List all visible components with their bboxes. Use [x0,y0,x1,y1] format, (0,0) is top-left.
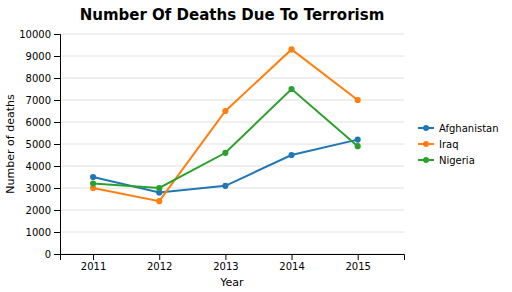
tick-label: 9000 [26,51,51,62]
tick-label: 2000 [26,205,51,216]
legend-marker [423,157,429,163]
tick: 3000 [26,183,60,194]
tick-mark [54,122,60,123]
point [355,143,361,149]
legend-marker [423,125,429,131]
legend-item: Afghanistan [418,123,499,134]
series-line [93,140,358,193]
grid-line [60,56,404,57]
tick-mark [292,254,293,260]
legend-item: Nigeria [418,155,475,166]
tick-mark [54,166,60,167]
tick: 1000 [26,227,60,238]
tick-mark [54,56,60,57]
tick: 2013 [213,254,238,272]
point [288,152,294,158]
grid-line [60,100,404,101]
tick: 0 [45,249,60,260]
legend-label: Iraq [439,139,459,150]
point [355,137,361,143]
tick-label: 2012 [147,261,172,272]
grid-line [60,144,404,145]
tick-label: 3000 [26,183,51,194]
point [222,108,228,114]
tick: 6000 [26,117,60,128]
tick-mark [54,78,60,79]
tick-mark [159,254,160,260]
point [90,174,96,180]
tick-mark [225,254,226,260]
tick: 8000 [26,73,60,84]
grid-line [60,166,404,167]
grid [60,34,404,254]
plot: 2011 2012 2013 2014 2015 0 1000 2000 3000 4000 500… [19,29,404,272]
tick-mark [54,210,60,211]
y-axis: 0 1000 2000 3000 4000 5000 6000 7000 8000 9000 100… [19,29,60,260]
legend-label: Nigeria [439,155,475,166]
point [222,183,228,189]
tick-label: 8000 [26,73,51,84]
axis-line [61,255,405,261]
tick: 4000 [26,161,60,172]
point [288,46,294,52]
x-axis-title: Year [219,276,244,289]
point [355,97,361,103]
legend-marker [423,141,429,147]
tick-label: 7000 [26,95,51,106]
tick-label: 4000 [26,161,51,172]
point [222,150,228,156]
point [156,185,162,191]
legend: Afghanistan Iraq Nigeria [418,123,499,166]
tick-mark [54,254,60,255]
tick-label: 2015 [345,261,370,272]
tick-mark [54,144,60,145]
tick-label: 2014 [279,261,304,272]
tick-mark [358,254,359,260]
tick-mark [54,232,60,233]
tick-mark [54,100,60,101]
series-line [93,89,358,188]
grid-line [60,232,404,233]
point [90,181,96,187]
x-axis: 2011 2012 2013 2014 2015 [61,254,405,272]
point [156,198,162,204]
point [288,86,294,92]
chart: 2011 2012 2013 2014 2015 0 1000 2000 3000 4000 500… [0,0,512,292]
tick: 7000 [26,95,60,106]
tick-mark [54,188,60,189]
tick-mark [93,254,94,260]
grid-line [60,188,404,189]
y-axis-title: Number of deaths [4,94,17,194]
tick-label: 2011 [81,261,106,272]
tick: 5000 [26,139,60,150]
tick: 2015 [345,254,370,272]
tick-mark [54,34,60,35]
series-line [93,49,358,201]
tick: 9000 [26,51,60,62]
grid-line [60,122,404,123]
grid-line [60,78,404,79]
tick: 2012 [147,254,172,272]
marks [90,46,361,204]
grid-line [60,34,404,35]
legend-label: Afghanistan [439,123,499,134]
tick: 2014 [279,254,304,272]
tick: 10000 [19,29,60,40]
title: Number Of Deaths Due To Terrorism [80,6,385,24]
grid-line [60,210,404,211]
axis-line [54,35,61,255]
legend-item: Iraq [418,139,459,150]
tick-label: 6000 [26,117,51,128]
tick-label: 1000 [26,227,51,238]
tick: 2011 [81,254,106,272]
tick: 2000 [26,205,60,216]
tick-label: 10000 [19,29,51,40]
tick-label: 5000 [26,139,51,150]
tick-label: 2013 [213,261,238,272]
tick-label: 0 [45,249,51,260]
